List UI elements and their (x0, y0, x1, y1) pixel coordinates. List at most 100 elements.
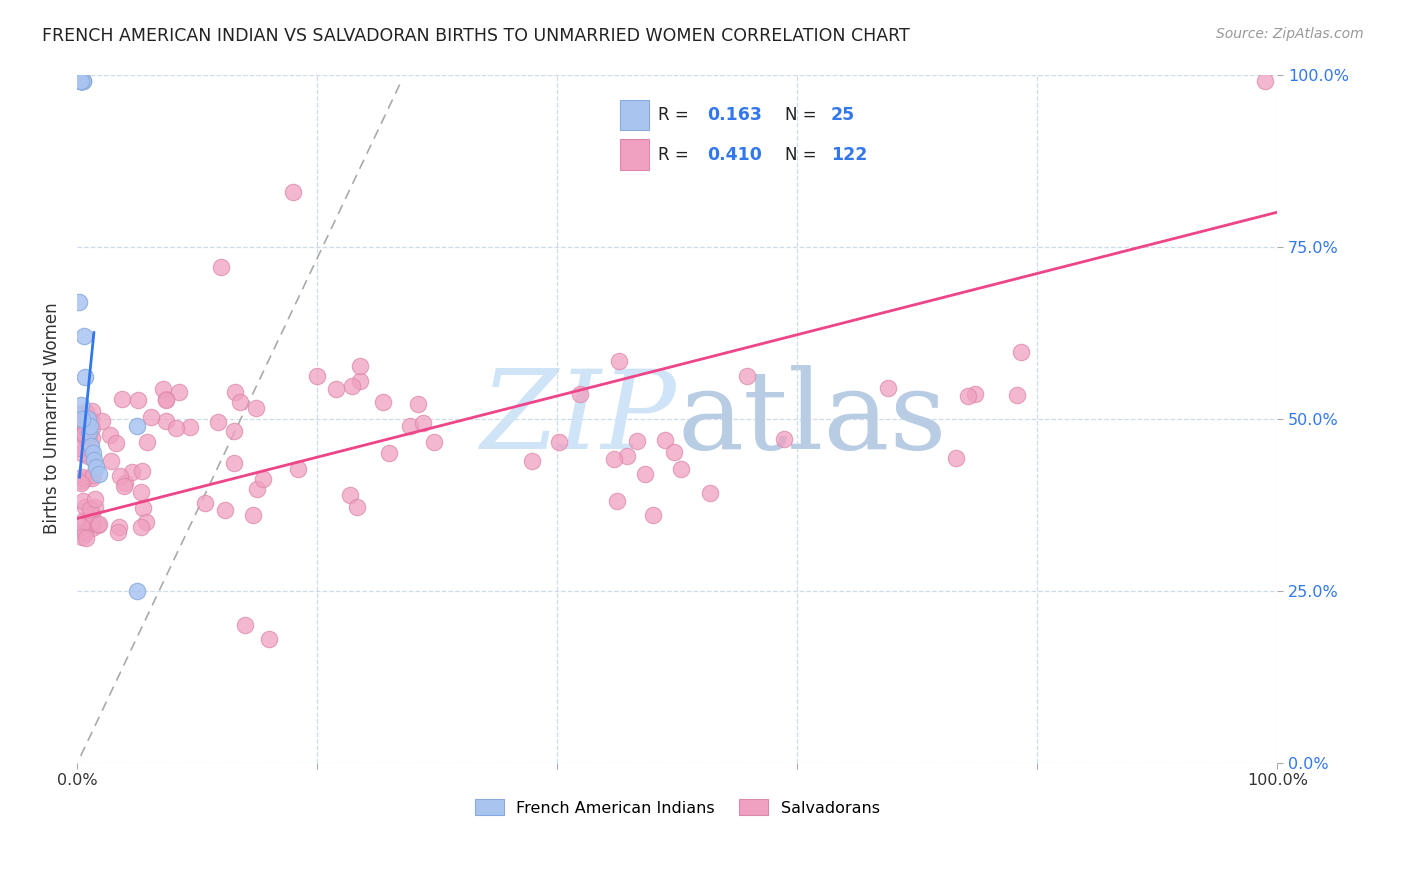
Point (77, 429, 100, 443)
Point (72, 74, 94, 88)
Point (245, 401, 267, 415)
Point (135, 516, 157, 530)
Point (155, 414, 177, 428)
Point (75, 532, 97, 546)
Point (69, 74, 91, 88)
Bar (620, 100, 650, 130)
Point (522, 454, 544, 468)
Point (167, 384, 190, 399)
Point (73, 513, 96, 527)
Point (281, 185, 304, 199)
Point (155, 392, 177, 406)
Point (131, 464, 153, 478)
Point (90, 414, 112, 428)
Point (73, 417, 96, 431)
Point (129, 520, 152, 534)
Point (945, 450, 967, 465)
Point (257, 632, 280, 646)
Point (1005, 388, 1028, 402)
Point (194, 496, 217, 510)
Point (737, 368, 759, 383)
Text: 122: 122 (831, 145, 868, 163)
Point (121, 466, 143, 480)
Point (70, 427, 93, 442)
Point (72, 493, 94, 508)
Point (699, 486, 721, 500)
Point (69, 74, 91, 88)
Point (224, 424, 246, 438)
Text: N =: N = (785, 106, 821, 124)
Point (70, 74, 93, 88)
Point (82, 446, 104, 460)
Text: 0.163: 0.163 (707, 106, 762, 124)
Point (69, 407, 91, 421)
Point (603, 451, 626, 466)
Point (152, 382, 174, 396)
Point (72, 524, 94, 538)
Point (83, 500, 105, 514)
Point (155, 392, 177, 407)
Point (773, 432, 796, 446)
Text: R =: R = (658, 106, 693, 124)
Point (82, 431, 104, 445)
Point (956, 389, 979, 403)
Point (69, 74, 91, 88)
Point (75, 430, 97, 444)
Point (127, 392, 149, 407)
Point (107, 524, 129, 539)
Point (643, 508, 665, 522)
Point (378, 446, 401, 460)
Point (634, 467, 657, 481)
Point (307, 368, 329, 383)
Point (136, 435, 159, 450)
Point (75, 370, 97, 384)
Point (127, 418, 149, 433)
Point (209, 260, 232, 275)
Point (246, 482, 269, 496)
Point (83, 453, 105, 467)
Text: FRENCH AMERICAN INDIAN VS SALVADORAN BIRTHS TO UNMARRIED WOMEN CORRELATION CHART: FRENCH AMERICAN INDIAN VS SALVADORAN BIR… (42, 27, 910, 45)
Text: ZIP: ZIP (481, 365, 678, 473)
Point (108, 519, 131, 533)
Point (214, 503, 236, 517)
Point (112, 479, 135, 493)
Point (965, 387, 987, 401)
Point (76, 431, 98, 445)
Point (877, 381, 900, 395)
Point (100, 453, 122, 467)
Point (423, 435, 446, 450)
Point (373, 394, 395, 409)
Point (77, 425, 100, 440)
Point (349, 359, 371, 373)
Text: Source: ZipAtlas.com: Source: ZipAtlas.com (1216, 27, 1364, 41)
Point (79, 516, 101, 530)
Point (129, 485, 152, 500)
Point (80, 420, 103, 434)
Point (84, 459, 107, 474)
Point (114, 476, 136, 491)
Point (80, 521, 103, 535)
Point (82, 515, 104, 529)
Point (412, 416, 434, 430)
Point (82, 403, 104, 417)
Point (83, 491, 105, 506)
Point (110, 468, 132, 483)
Point (1254, 74, 1277, 88)
Point (252, 472, 274, 486)
Point (69, 74, 91, 88)
Point (89, 516, 111, 531)
Point (69, 74, 91, 88)
Point (69, 398, 91, 412)
Point (1010, 344, 1032, 359)
Point (70, 446, 93, 460)
Point (229, 395, 252, 409)
Point (70, 519, 93, 533)
Point (77, 449, 100, 463)
Point (607, 354, 630, 368)
Point (340, 379, 363, 393)
Point (207, 415, 229, 429)
Point (70, 423, 93, 437)
Point (72, 531, 94, 545)
Point (548, 435, 571, 450)
Point (127, 583, 149, 598)
